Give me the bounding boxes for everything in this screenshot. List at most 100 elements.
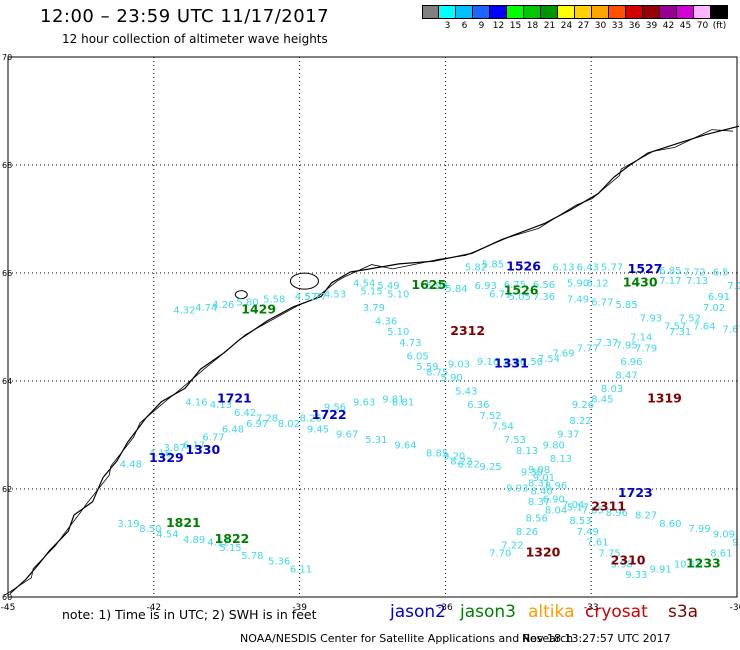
swh-value: 3.87 xyxy=(164,443,186,454)
pass-time-jason2: 1331 xyxy=(494,356,529,371)
swh-value: 9.16 xyxy=(477,357,499,368)
swh-value: 5.10 xyxy=(387,327,409,338)
swh-value: 5.90 xyxy=(441,373,463,384)
swh-value: 5.58 xyxy=(263,295,285,306)
swh-value: 6.12 xyxy=(586,279,608,290)
swh-value: 6.05 xyxy=(407,351,429,362)
swh-value: 7.1 xyxy=(727,281,740,292)
pass-time-jason2: 1329 xyxy=(149,450,184,465)
scale-label: 6 xyxy=(461,21,468,31)
lat-tick-label: 60 xyxy=(2,593,12,602)
swh-value: 8.37 xyxy=(528,497,550,508)
swh-value: 6.36 xyxy=(467,400,489,411)
swh-value: 6.11 xyxy=(290,565,312,576)
lat-tick-label: 68 xyxy=(2,161,12,170)
swh-value: 7.49 xyxy=(577,527,599,538)
pass-time-jason2: 1721 xyxy=(217,391,252,406)
swh-value: 6.42 xyxy=(234,408,256,419)
legend-altika: altika xyxy=(528,602,575,622)
swh-value: 9.56 xyxy=(324,403,346,414)
pass-time-s3a: 1320 xyxy=(526,545,561,560)
swh-value: 5.98 xyxy=(611,559,633,570)
swh-value: 8.22 xyxy=(569,416,591,427)
pass-time-jason3: 1430 xyxy=(623,275,658,290)
legend-s3a: s3a xyxy=(668,602,699,622)
swh-value: 4.26 xyxy=(212,300,234,311)
scale-swatch xyxy=(694,5,711,19)
swh-value: 5.80 xyxy=(236,297,258,308)
lon-tick-label: -42 xyxy=(146,603,161,613)
swh-value: 6.77 xyxy=(202,432,224,443)
scale-swatch xyxy=(660,5,677,19)
scale-label: 9 xyxy=(478,21,485,31)
swh-value: 5.36 xyxy=(268,557,290,568)
swh-value: 4.73 xyxy=(399,338,421,349)
swh-value: 4.16 xyxy=(185,397,207,408)
swh-value: 7.04 xyxy=(562,500,584,511)
swh-value: 7.49 xyxy=(567,295,589,306)
swh-value: 5.78 xyxy=(241,551,263,562)
swh-value: 7.79 xyxy=(635,343,657,354)
swh-value: 8.60 xyxy=(659,519,681,530)
swh-value: 9.93 xyxy=(506,484,528,495)
swh-value: 6.91 xyxy=(708,292,730,303)
swh-value: 9.37 xyxy=(557,430,579,441)
lon-tick-label: -36 xyxy=(438,603,453,613)
swh-value: 5.90 xyxy=(567,279,589,290)
swh-value: 6.5 xyxy=(713,268,729,279)
swh-value: 7.95 xyxy=(616,341,638,352)
swh-value: 5.77 xyxy=(601,262,623,273)
swh-value: 8.66 xyxy=(504,357,526,368)
swh-value: 6.71 xyxy=(489,289,511,300)
scale-label: 45 xyxy=(679,21,692,31)
scale-swatch xyxy=(609,5,626,19)
swh-value: 5.15 xyxy=(219,543,241,554)
swh-value: 8.03 xyxy=(601,384,623,395)
map-frame xyxy=(7,56,738,598)
swh-value: 8.02 xyxy=(278,419,300,430)
pass-time-jason2: 1330 xyxy=(185,442,220,457)
swh-value: 8.50 xyxy=(139,524,161,535)
swh-value: 5.05 xyxy=(509,292,531,303)
swh-value: 9.91 xyxy=(650,565,672,576)
lat-lon-grid xyxy=(8,57,737,597)
swh-value: 7.13 xyxy=(686,276,708,287)
scale-swatch xyxy=(592,5,609,19)
scale-swatch xyxy=(490,5,507,19)
scale-label: 30 xyxy=(594,21,607,31)
swh-value: 5.10 xyxy=(387,289,409,300)
swh-value: 5.85 xyxy=(482,260,504,271)
pass-time-jason3: 1233 xyxy=(686,555,721,570)
pass-time-jason2: 1722 xyxy=(312,407,347,422)
swh-value: 6.97 xyxy=(246,419,268,430)
swh-value: 9.20 xyxy=(443,451,465,462)
swh-value: 7.99 xyxy=(688,524,710,535)
scale-label: 33 xyxy=(611,21,624,31)
swh-value: 8.56 xyxy=(526,513,548,524)
swh-value: 6.85 xyxy=(659,266,681,277)
page-subtitle: 12 hour collection of altimeter wave hei… xyxy=(62,32,328,46)
swh-value: 7.70 xyxy=(489,549,511,560)
swh-value: 6.56 xyxy=(533,280,555,291)
pass-time-jason3: 1821 xyxy=(166,515,201,530)
pass-time-jason3: 1625 xyxy=(411,277,446,292)
lon-tick-label: -30 xyxy=(730,603,740,613)
swh-value: 6.77 xyxy=(591,297,613,308)
swh-value: 4.74 xyxy=(195,303,217,314)
swh-value: 3.19 xyxy=(117,519,139,530)
swh-value: 7.50 xyxy=(521,357,543,368)
swh-value: 7.52 xyxy=(479,411,501,422)
swh-value: 9.26 xyxy=(572,400,594,411)
units-note: note: 1) Time is in UTC; 2) SWH is in fe… xyxy=(62,607,317,622)
coastline-detail xyxy=(3,129,734,596)
swh-value: 8.26 xyxy=(516,527,538,538)
lon-tick-label: -33 xyxy=(584,603,599,613)
page-title: 12:00 – 23:59 UTC 11/17/2017 xyxy=(40,6,330,27)
swh-value: 9.25 xyxy=(479,462,501,473)
scale-swatch xyxy=(439,5,456,19)
swh-value: 7.54 xyxy=(492,422,514,433)
pass-time-jason2: 1723 xyxy=(618,485,653,500)
swh-value: 8.31 xyxy=(528,478,550,489)
swh-value: 8.61 xyxy=(710,549,732,560)
